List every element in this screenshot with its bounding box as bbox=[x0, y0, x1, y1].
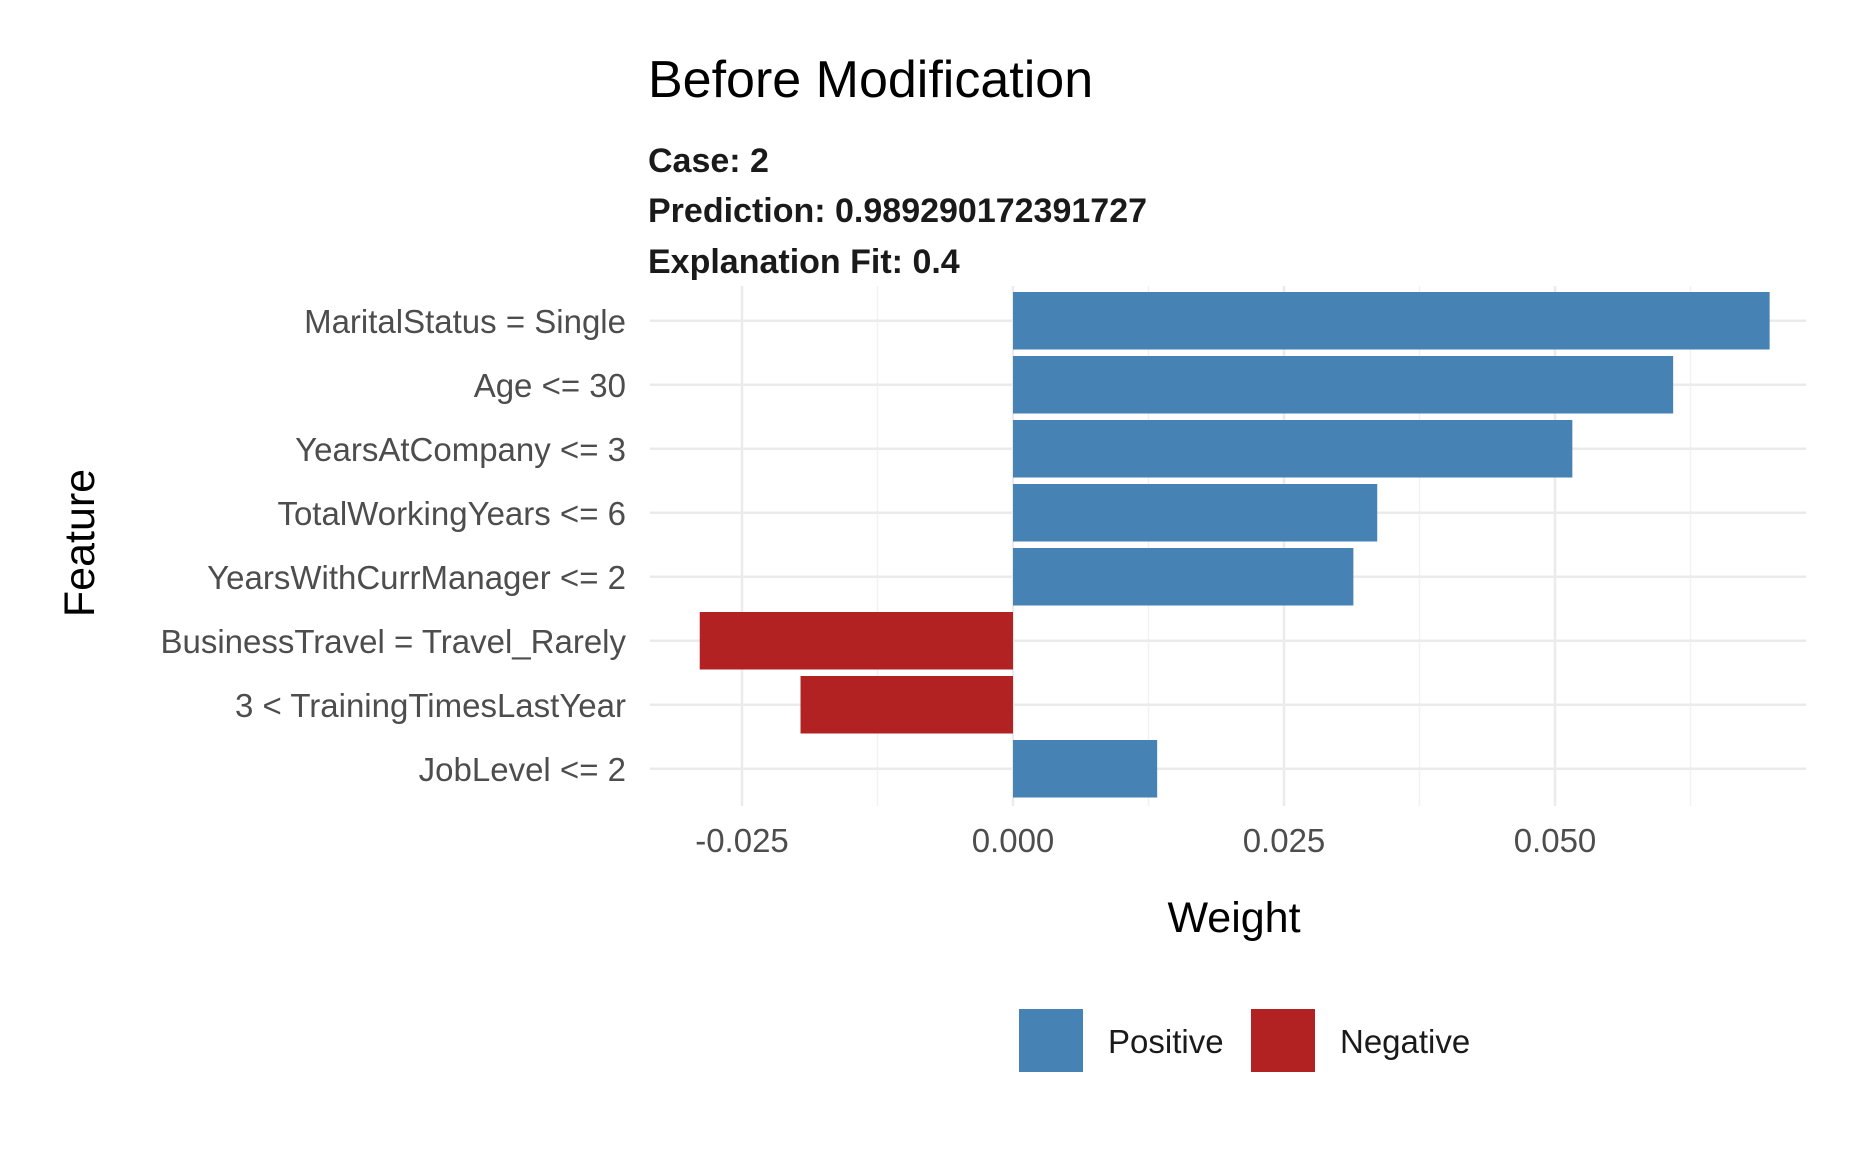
legend-key-positive bbox=[1019, 1009, 1083, 1072]
bar-6 bbox=[800, 676, 1013, 734]
legend-key-negative bbox=[1251, 1009, 1315, 1072]
bar-1 bbox=[1013, 356, 1674, 414]
x-tick-labels: -0.025 0.000 0.025 0.050 bbox=[695, 822, 1596, 859]
y-tick-label: JobLevel <= 2 bbox=[419, 751, 626, 788]
subtitle-case: Case: 2 bbox=[648, 142, 769, 180]
legend: Positive Negative bbox=[1019, 1009, 1470, 1072]
y-tick-label: YearsAtCompany <= 3 bbox=[295, 431, 626, 468]
bars bbox=[699, 292, 1770, 798]
y-tick-label: YearsWithCurrManager <= 2 bbox=[207, 559, 626, 596]
bar-0 bbox=[1013, 292, 1770, 350]
bar-2 bbox=[1013, 420, 1573, 478]
bar-4 bbox=[1013, 548, 1354, 606]
y-tick-labels: MaritalStatus = Single Age <= 30 YearsAtCo… bbox=[160, 303, 626, 788]
legend-label-negative: Negative bbox=[1340, 1023, 1470, 1060]
bar-7 bbox=[1013, 740, 1158, 798]
y-axis-title: Feature bbox=[56, 469, 104, 617]
y-tick-label: 3 < TrainingTimesLastYear bbox=[235, 687, 626, 724]
y-tick-label: BusinessTravel = Travel_Rarely bbox=[160, 623, 626, 660]
x-axis-title: Weight bbox=[1167, 894, 1300, 942]
x-tick-label: 0.025 bbox=[1243, 822, 1326, 859]
legend-label-positive: Positive bbox=[1108, 1023, 1224, 1060]
subtitle-prediction: Prediction: 0.989290172391727 bbox=[648, 192, 1147, 230]
subtitle-explanation-fit: Explanation Fit: 0.4 bbox=[648, 243, 960, 281]
y-tick-label: Age <= 30 bbox=[474, 367, 626, 404]
y-tick-label: TotalWorkingYears <= 6 bbox=[277, 495, 626, 532]
x-tick-label: 0.050 bbox=[1514, 822, 1597, 859]
x-tick-label: 0.000 bbox=[972, 822, 1055, 859]
bar-3 bbox=[1013, 484, 1378, 542]
y-tick-label: MaritalStatus = Single bbox=[304, 303, 626, 340]
x-tick-label: -0.025 bbox=[695, 822, 789, 859]
bar-5 bbox=[699, 612, 1013, 670]
chart-title: Before Modification bbox=[648, 51, 1093, 109]
